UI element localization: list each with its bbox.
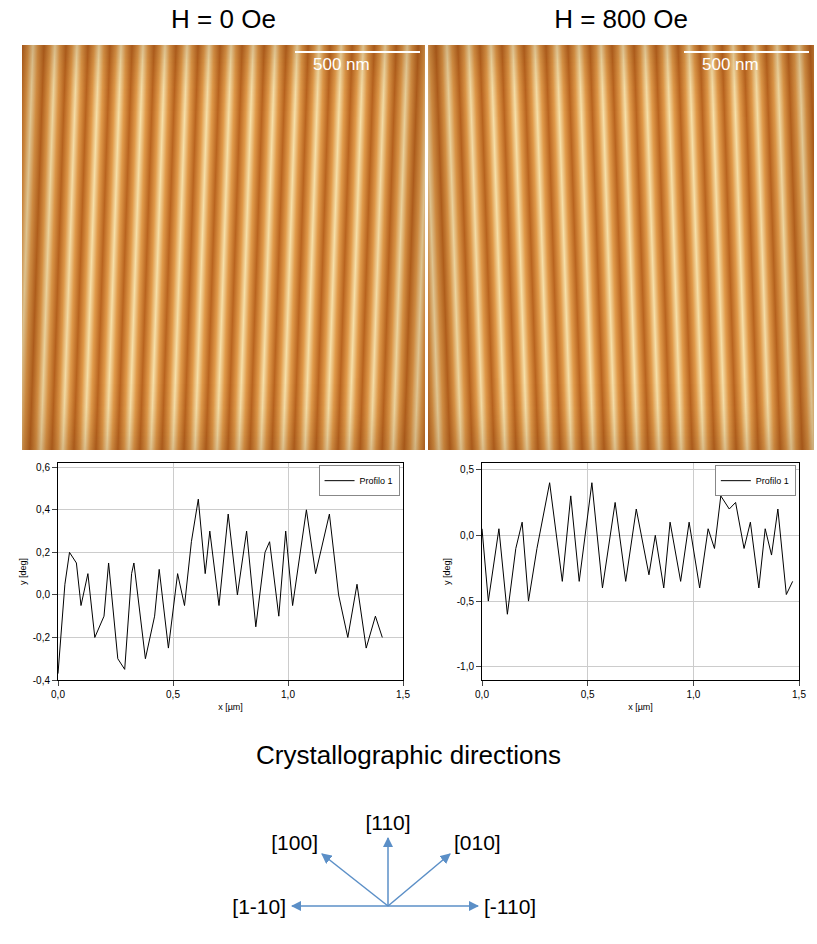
svg-text:-0,5: -0,5	[457, 596, 475, 607]
svg-text:0,0: 0,0	[51, 689, 65, 700]
svg-text:Profilo 1: Profilo 1	[360, 476, 393, 486]
svg-text:y [deg]: y [deg]	[442, 558, 452, 585]
svg-text:y [deg]: y [deg]	[18, 558, 28, 585]
html-text:500 nm: 500 nm	[702, 55, 759, 74]
html-text:500 nm: 500 nm	[313, 55, 370, 74]
svg-text:x [µm]: x [µm]	[218, 702, 243, 712]
svg-text:0,4: 0,4	[36, 504, 50, 515]
svg-text:1,0: 1,0	[281, 689, 295, 700]
svg-text:[-110]: [-110]	[484, 895, 536, 918]
svg-text:-1,0: -1,0	[457, 661, 475, 672]
svg-text:0,5: 0,5	[166, 689, 180, 700]
svg-text:0,6: 0,6	[36, 462, 50, 473]
svg-text:1,5: 1,5	[396, 689, 410, 700]
html-text:Crystallographic directions: Crystallographic directions	[256, 740, 561, 770]
svg-text:0,2: 0,2	[36, 547, 50, 558]
svg-text:x [µm]: x [µm]	[628, 702, 653, 712]
svg-text:[1-10]: [1-10]	[232, 895, 286, 918]
svg-text:Profilo 1: Profilo 1	[756, 476, 789, 486]
svg-text:[110]: [110]	[365, 811, 410, 834]
svg-text:0,0: 0,0	[460, 530, 474, 541]
html-text:H = 0 Oe: H = 0 Oe	[171, 4, 276, 34]
svg-text:[010]: [010]	[454, 831, 501, 854]
svg-text:1,0: 1,0	[686, 689, 700, 700]
svg-text:0,0: 0,0	[475, 689, 489, 700]
svg-text:0,5: 0,5	[581, 689, 595, 700]
svg-text:0,0: 0,0	[36, 589, 50, 600]
svg-text:[100]: [100]	[271, 831, 318, 854]
html-text:H = 800 Oe: H = 800 Oe	[554, 4, 688, 34]
svg-text:0,5: 0,5	[460, 464, 474, 475]
svg-text:1,5: 1,5	[792, 689, 806, 700]
svg-text:-0,4: -0,4	[33, 675, 51, 686]
svg-text:-0,2: -0,2	[33, 632, 51, 643]
